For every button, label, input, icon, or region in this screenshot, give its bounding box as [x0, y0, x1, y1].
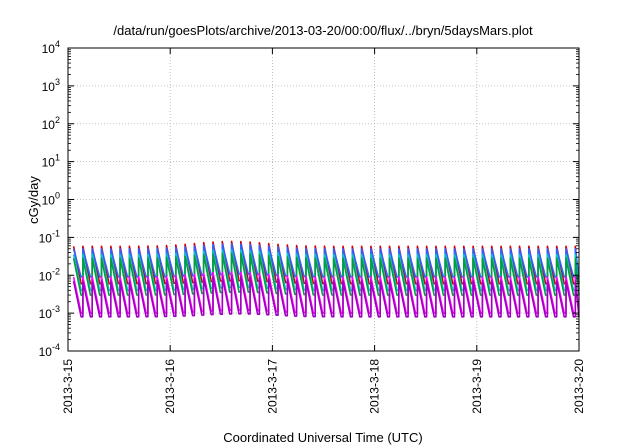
y-axis-label: cGy/day	[26, 176, 41, 224]
y-tick-label: 103	[42, 77, 60, 94]
x-tick-label: 2013-3-19	[470, 359, 484, 414]
y-tick-label: 10-4	[39, 342, 60, 359]
x-tick-label: 2013-3-15	[61, 359, 75, 414]
y-tick-label: 101	[42, 153, 60, 170]
y-tick-label: 10-1	[39, 228, 60, 245]
data-series-line	[72, 275, 580, 318]
data-series-line	[72, 243, 580, 278]
x-tick-label: 2013-3-17	[265, 359, 279, 414]
data-series-line	[72, 252, 580, 296]
axis-ticks: 10-4 10-3 10-2 10-1 100 101 102 103 104 2013-3-15…	[39, 39, 586, 414]
chart-title: /data/run/goesPlots/archive/2013-03-20/0…	[113, 23, 533, 38]
y-tick-label: 104	[42, 39, 60, 56]
x-tick-label: 2013-3-18	[368, 359, 382, 414]
y-tick-label: 100	[42, 191, 60, 208]
y-tick-label: 10-3	[39, 304, 60, 321]
x-axis-label: Coordinated Universal Time (UTC)	[223, 430, 422, 445]
x-tick-label: 2013-3-16	[163, 359, 177, 414]
x-tick-label: 2013-3-20	[572, 359, 586, 414]
y-tick-label: 10-2	[39, 266, 60, 283]
series-group	[72, 240, 580, 318]
y-tick-label: 102	[42, 115, 60, 132]
